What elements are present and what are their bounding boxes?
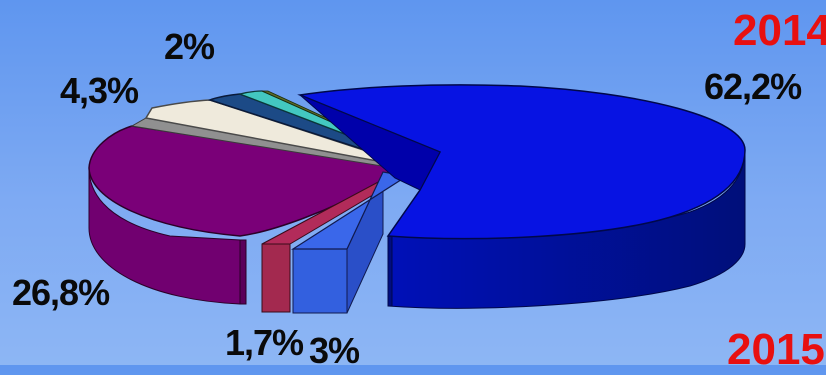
slice-62-inner-shade (299, 94, 441, 191)
slice-3-side (292, 248, 348, 314)
slice-26-8-top (88, 125, 389, 237)
slice-4-3-top (144, 99, 389, 164)
pie-chart (88, 84, 746, 314)
label-26-8: 26,8% (12, 272, 110, 313)
slice-1-7-side (261, 243, 291, 313)
slice-62-cut-face (387, 235, 393, 307)
label-3: 3% (309, 330, 360, 371)
slice-26-8-side-front (239, 239, 247, 305)
label-62-2: 62,2% (704, 66, 802, 107)
year-label-2015: 2015 (727, 325, 825, 374)
label-1-7: 1,7% (225, 322, 304, 363)
year-label-2014: 2014 (733, 6, 826, 55)
label-4-3: 4,3% (60, 70, 139, 111)
label-2: 2% (164, 26, 215, 67)
slice-62-top (297, 84, 746, 240)
